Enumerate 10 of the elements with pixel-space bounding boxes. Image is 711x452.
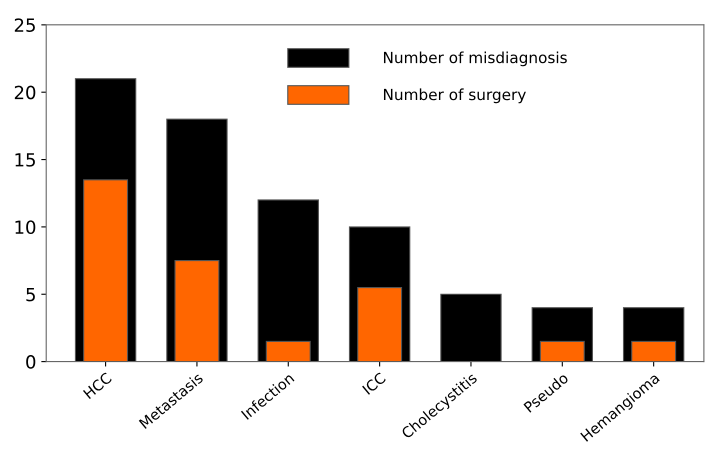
legend-label: Number of surgery <box>384 88 526 104</box>
y-tick-label: 20 <box>14 86 36 100</box>
bar <box>258 199 319 362</box>
y-tick-label: 25 <box>14 18 35 32</box>
y-tick-label: 15 <box>16 153 35 167</box>
y-tick-label: 0 <box>26 355 36 369</box>
x-tick-label: ICC <box>362 372 386 395</box>
legend-label: Number of misdiagnosis <box>384 51 567 66</box>
y-tick-label: 5 <box>26 288 35 302</box>
y-tick-label: 10 <box>16 220 36 234</box>
